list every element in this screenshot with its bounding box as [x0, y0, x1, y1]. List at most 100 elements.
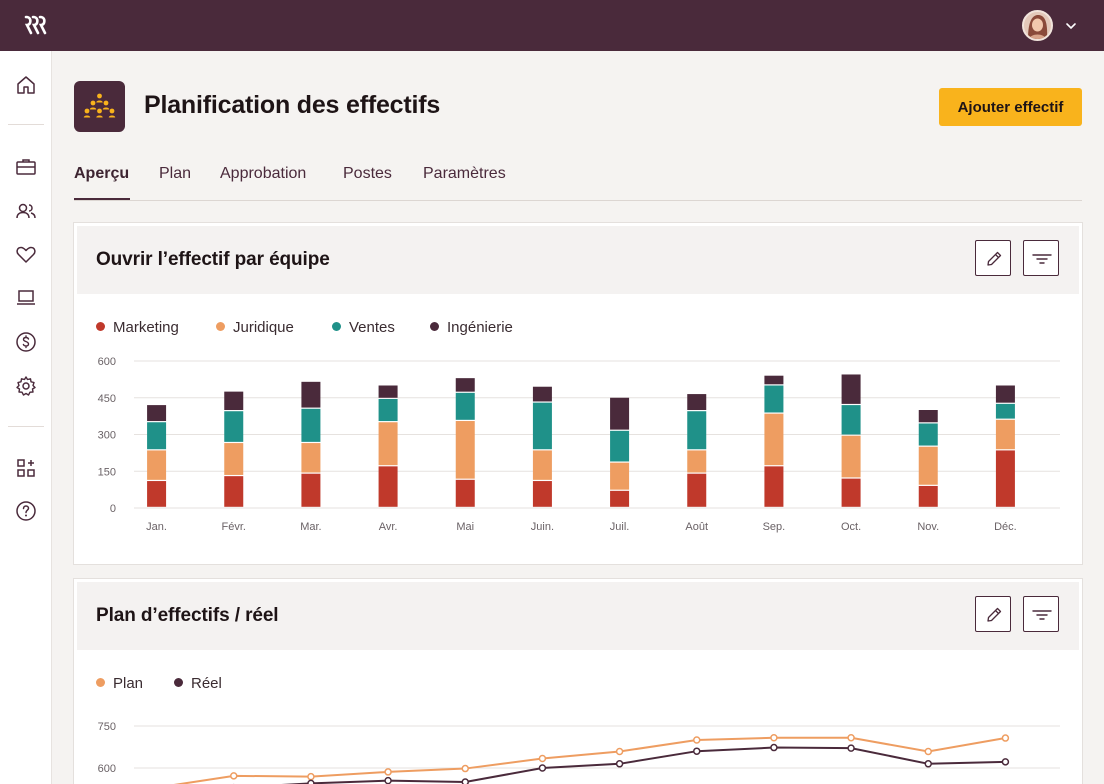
bar-segment: [532, 481, 552, 507]
x-tick-label: Oct.: [841, 521, 861, 533]
page-title: Planification des effectifs: [144, 91, 441, 119]
legend-label: Juridique: [233, 319, 294, 336]
edit-button[interactable]: [975, 240, 1011, 276]
line-chart: 600 750: [98, 721, 1060, 784]
data-point: [847, 734, 855, 742]
bar-segment: [532, 386, 552, 402]
home-icon[interactable]: [14, 73, 38, 97]
active-tab-indicator: [74, 198, 130, 200]
edit-button[interactable]: [975, 596, 1011, 632]
plan-vs-actual-card: Plan d’effectifs / réel Plan Réel 600 750: [73, 578, 1083, 784]
data-point: [847, 744, 855, 752]
add-headcount-button[interactable]: Ajouter effectif: [939, 88, 1082, 126]
data-point: [693, 736, 701, 744]
bar-segment: [378, 385, 398, 398]
data-point: [693, 747, 701, 755]
top-bar: [0, 0, 1104, 51]
data-point: [307, 779, 315, 784]
bar-segment: [224, 476, 244, 507]
bar-segment: [764, 385, 784, 413]
dollar-icon[interactable]: [14, 330, 38, 354]
help-icon[interactable]: [14, 499, 38, 523]
tab-positions[interactable]: Postes: [343, 165, 392, 182]
tab-settings[interactable]: Paramètres: [423, 165, 506, 182]
briefcase-icon[interactable]: [14, 155, 38, 179]
legend-item-reel[interactable]: Réel: [174, 675, 222, 692]
avatar[interactable]: [1022, 10, 1053, 41]
bar-segment: [301, 381, 321, 408]
data-point: [615, 760, 624, 768]
legend-dot: [96, 322, 105, 331]
data-point: [1001, 758, 1010, 766]
tab-approval[interactable]: Approbation: [220, 165, 307, 182]
legend-item-ingenierie[interactable]: Ingénierie: [430, 319, 513, 336]
filter-icon: [1032, 610, 1052, 620]
sidebar-divider: [8, 426, 44, 427]
laptop-icon[interactable]: [14, 286, 38, 310]
bar-segment: [147, 481, 167, 507]
bar-segment: [455, 421, 475, 479]
tab-plan[interactable]: Plan: [159, 165, 192, 182]
apps-add-icon[interactable]: [14, 456, 38, 480]
y-tick-label: 600: [98, 356, 116, 368]
y-tick-label: 150: [98, 466, 116, 478]
pencil-icon: [987, 251, 1002, 266]
rippling-logo-icon[interactable]: [24, 14, 50, 36]
bar-segment: [301, 443, 321, 473]
tab-overview[interactable]: Aperçu: [74, 165, 130, 182]
legend-label: Marketing: [113, 319, 179, 336]
sidebar-divider: [8, 124, 44, 125]
people-icon[interactable]: [14, 199, 38, 223]
bar-segment: [687, 450, 707, 473]
card-title: Plan d’effectifs / réel: [96, 605, 279, 626]
bar-segment: [378, 398, 398, 422]
bar-segment: [764, 413, 784, 466]
filter-button[interactable]: [1023, 240, 1059, 276]
legend-item-juridique[interactable]: Juridique: [216, 319, 294, 336]
data-point: [461, 778, 469, 784]
chevron-down-icon[interactable]: [1064, 19, 1078, 33]
x-tick-label: Jan.: [146, 521, 167, 533]
headcount-group-icon: [74, 81, 125, 132]
bar-segment: [147, 450, 167, 480]
data-point: [538, 764, 547, 772]
legend-dot: [430, 322, 439, 331]
settings-icon[interactable]: [14, 374, 38, 398]
series-line: [281, 746, 1006, 784]
x-tick-label: Sep.: [763, 521, 786, 533]
bar-segment: [147, 405, 167, 422]
bar-segment: [532, 402, 552, 450]
bar-segment: [224, 411, 244, 442]
data-point: [1001, 734, 1010, 742]
sidebar: [0, 51, 52, 784]
bar-segment: [687, 411, 707, 450]
team-headcount-card: Ouvrir l’effectif par équipe Marketing J…: [73, 222, 1083, 565]
bar-segment: [687, 473, 707, 507]
legend-item-plan[interactable]: Plan: [96, 675, 143, 692]
y-tick-label: 0: [110, 503, 116, 515]
filter-button[interactable]: [1023, 596, 1059, 632]
chart-legend: Marketing Juridique Ventes Ingénierie: [96, 319, 596, 339]
legend-item-ventes[interactable]: Ventes: [332, 319, 395, 336]
legend-label: Réel: [191, 675, 222, 692]
y-tick-label: 450: [98, 393, 116, 405]
heart-icon[interactable]: [14, 242, 38, 266]
legend-item-marketing[interactable]: Marketing: [96, 319, 179, 336]
data-point: [230, 772, 238, 780]
bar-segment: [610, 430, 630, 462]
x-tick-label: Avr.: [379, 521, 398, 533]
pencil-icon: [987, 607, 1002, 622]
bar-segment: [532, 450, 552, 480]
bar-segment: [378, 422, 398, 466]
bar-segment: [918, 446, 938, 485]
x-tick-label: Mai: [456, 521, 474, 533]
data-point: [384, 776, 392, 784]
card-header: Ouvrir l’effectif par équipe: [77, 226, 1079, 294]
bar-segment: [841, 478, 861, 507]
x-tick-label: Juin.: [531, 521, 554, 533]
bar-segment: [224, 443, 244, 475]
bar-segment: [455, 392, 475, 420]
data-point: [770, 743, 778, 752]
bar-segment: [301, 408, 321, 442]
bar-segment: [378, 466, 398, 507]
